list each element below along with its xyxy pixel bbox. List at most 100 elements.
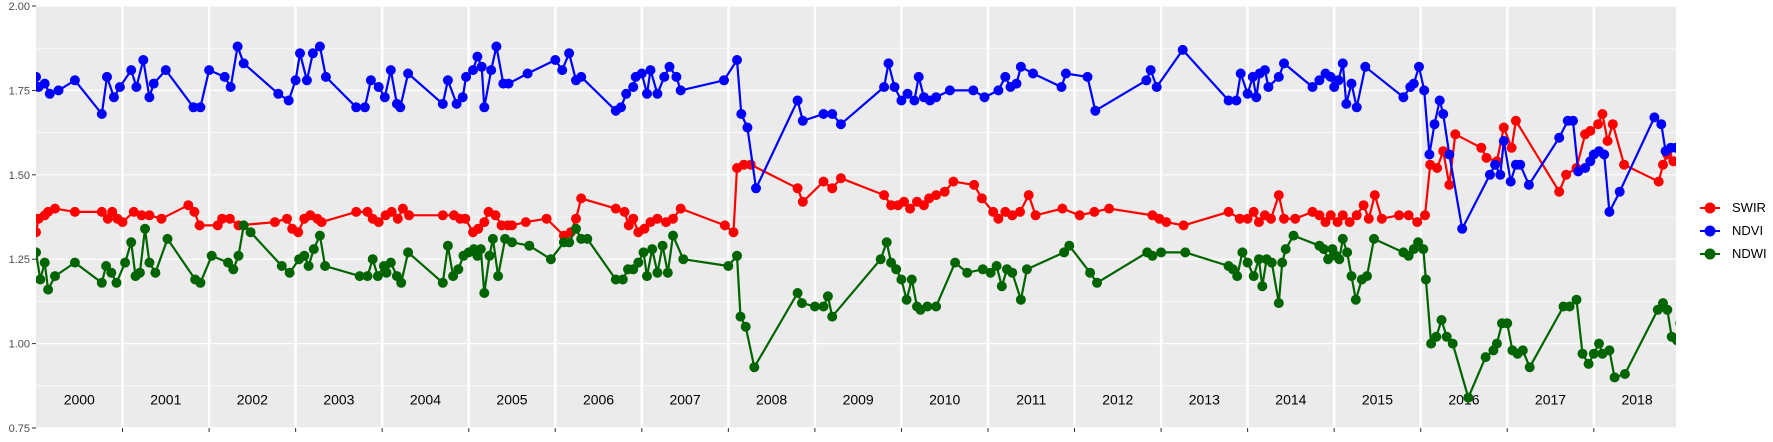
- data-point-swir: [194, 220, 205, 231]
- data-point-ndvi: [301, 75, 312, 86]
- data-point-ndwi: [1583, 358, 1594, 369]
- data-point-ndvi: [1671, 142, 1676, 153]
- data-point-swir: [918, 200, 929, 211]
- year-label: 2018: [1621, 391, 1652, 407]
- data-point-swir: [879, 190, 890, 201]
- data-point-ndwi: [303, 261, 314, 271]
- data-point-swir: [392, 213, 403, 224]
- data-point-swir: [490, 210, 501, 221]
- data-point-ndvi: [39, 78, 50, 89]
- data-point-ndwi: [140, 223, 150, 234]
- data-point-ndvi: [1056, 82, 1067, 92]
- data-point-ndvi: [1490, 159, 1501, 170]
- data-point-swir: [728, 227, 739, 238]
- data-point-swir: [1161, 217, 1172, 228]
- data-point-swir: [939, 186, 950, 197]
- data-point-swir: [675, 203, 686, 214]
- data-point-ndvi: [108, 92, 119, 103]
- data-point-ndwi: [1288, 230, 1299, 241]
- year-label: 2015: [1362, 391, 1393, 407]
- data-point-ndvi: [797, 115, 808, 126]
- data-point-swir: [473, 223, 484, 234]
- data-point-ndvi: [144, 92, 155, 103]
- data-point-ndwi: [1420, 274, 1431, 285]
- data-point-ndvi: [1223, 95, 1234, 106]
- data-point-ndwi: [1085, 267, 1096, 278]
- legend-label-ndwi: NDWI: [1732, 246, 1767, 261]
- data-point-swir: [1363, 213, 1374, 224]
- legend-item-swir: SWIR: [1700, 200, 1766, 215]
- data-point-ndwi: [1156, 247, 1167, 258]
- data-point-swir: [541, 213, 552, 224]
- data-point-ndvi: [1599, 149, 1610, 160]
- data-point-swir: [128, 206, 139, 217]
- data-point-swir: [1104, 203, 1115, 214]
- data-point-ndwi: [657, 240, 668, 251]
- data-point-ndvi: [1505, 176, 1516, 187]
- data-point-ndvi: [827, 109, 838, 119]
- data-point-swir: [217, 213, 228, 224]
- data-point-ndvi: [476, 61, 487, 72]
- data-point-ndvi: [232, 41, 243, 52]
- data-point-ndvi: [993, 85, 1004, 96]
- data-point-swir: [1420, 210, 1430, 221]
- data-point-ndvi: [968, 85, 979, 96]
- data-point-ndwi: [1463, 392, 1474, 403]
- data-point-ndvi: [1011, 78, 1022, 89]
- data-point-ndvi: [1028, 68, 1038, 79]
- legend-label-ndvi: NDVI: [1732, 223, 1763, 238]
- data-point-swir: [818, 176, 829, 187]
- data-point-ndvi: [576, 71, 587, 82]
- data-point-ndwi: [479, 288, 490, 298]
- series-lines: [36, 41, 1676, 403]
- data-point-ndvi: [979, 92, 990, 103]
- data-point-swir: [460, 213, 471, 224]
- data-point-ndwi: [991, 261, 1002, 271]
- data-point-ndwi: [1491, 338, 1502, 349]
- data-point-ndwi: [162, 233, 173, 244]
- data-point-ndwi: [962, 267, 973, 278]
- data-point-ndwi: [1266, 257, 1277, 268]
- data-point-ndvi: [550, 55, 561, 65]
- y-tick-label: 1.00: [9, 339, 30, 351]
- data-point-swir: [1369, 190, 1380, 201]
- legend-label-swir: SWIR: [1732, 200, 1766, 215]
- data-point-ndwi: [977, 264, 988, 275]
- data-point-ndwi: [1517, 345, 1528, 356]
- data-point-swir: [1498, 122, 1509, 133]
- data-point-ndvi: [1235, 68, 1246, 79]
- data-point-ndvi: [736, 109, 747, 119]
- data-point-ndvi: [1434, 95, 1445, 106]
- data-point-ndvi: [102, 71, 112, 82]
- data-point-ndwi: [493, 271, 504, 282]
- year-label: 2005: [496, 391, 527, 407]
- data-point-swir: [1030, 210, 1041, 221]
- data-point-ndvi: [1398, 92, 1409, 103]
- data-point-ndwi: [545, 254, 556, 265]
- data-point-ndvi: [1515, 159, 1526, 170]
- data-point-ndvi: [1457, 223, 1468, 234]
- data-point-swir: [576, 193, 587, 204]
- data-point-swir: [269, 217, 280, 228]
- data-point-ndwi: [996, 281, 1007, 292]
- data-point-ndwi: [1577, 348, 1588, 359]
- year-label: 2001: [150, 391, 181, 407]
- data-point-ndvi: [1484, 169, 1495, 180]
- data-point-ndvi: [204, 65, 215, 76]
- data-point-ndvi: [902, 88, 913, 99]
- data-point-ndvi: [835, 119, 846, 130]
- data-point-ndvi: [671, 71, 682, 82]
- data-point-swir: [1178, 220, 1189, 231]
- legend: SWIR NDVI NDWI: [1700, 200, 1767, 261]
- data-point-ndwi: [896, 274, 907, 285]
- data-point-swir: [50, 203, 60, 214]
- data-point-ndwi: [1418, 244, 1429, 255]
- data-point-swir: [571, 213, 581, 224]
- data-point-ndvi: [457, 92, 468, 103]
- data-point-ndwi: [950, 257, 961, 268]
- data-point-ndvi: [931, 92, 942, 103]
- data-point-ndvi: [238, 58, 249, 69]
- data-point-ndvi: [1341, 98, 1352, 109]
- data-point-ndwi: [120, 257, 131, 268]
